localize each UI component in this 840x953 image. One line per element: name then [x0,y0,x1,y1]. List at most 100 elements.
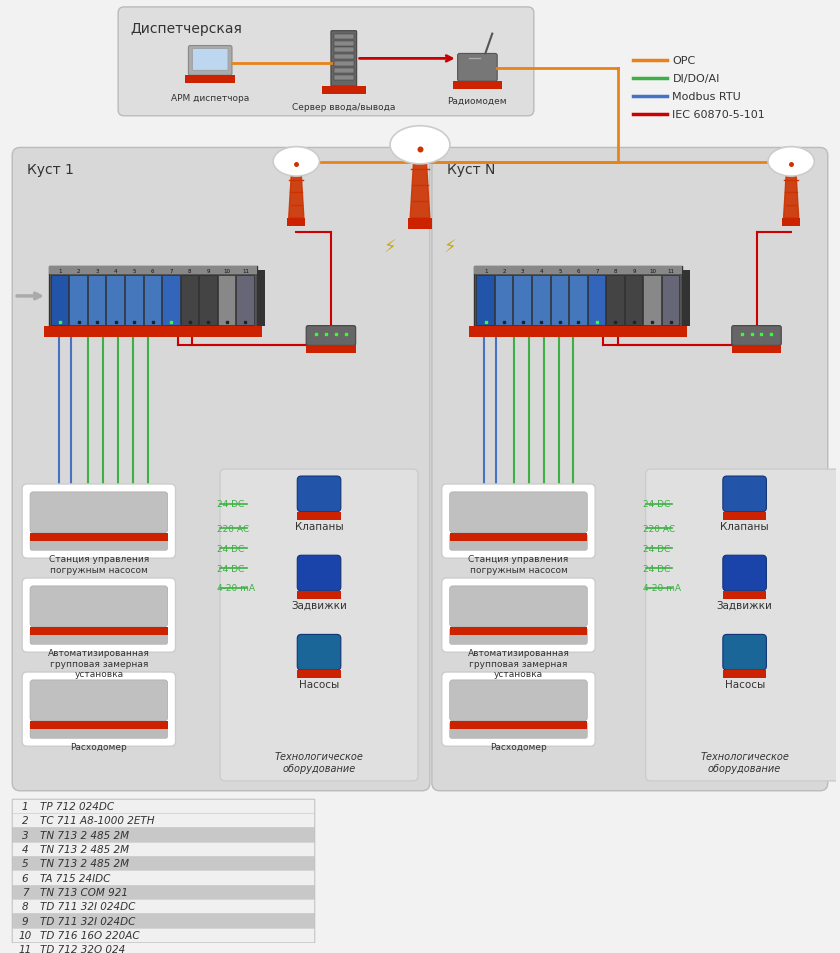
Text: TD 716 16O 220AC: TD 716 16O 220AC [40,930,139,940]
Bar [13,799,314,953]
Text: ⚡: ⚡ [444,238,456,256]
Bar [643,275,661,325]
Text: Автоматизированная
групповая замерная
установка: Автоматизированная групповая замерная ус… [48,649,150,679]
FancyBboxPatch shape [297,556,341,591]
Bar [322,87,365,95]
Bar [408,218,432,230]
Bar [662,275,680,325]
Bar [30,533,168,541]
Polygon shape [410,153,430,218]
Text: 6: 6 [576,269,580,274]
Text: 24 DC: 24 DC [217,499,244,509]
Bar [13,813,314,827]
Text: Задвижки: Задвижки [291,600,347,610]
Bar [199,275,217,325]
Bar [162,275,180,325]
Bar [13,885,314,900]
Polygon shape [289,168,304,218]
Bar [475,267,682,274]
Bar [51,275,68,325]
Text: TN 713 2 485 2M: TN 713 2 485 2M [40,830,129,840]
FancyBboxPatch shape [442,484,596,558]
Bar [333,49,354,53]
Bar [13,928,314,943]
Bar [297,670,341,679]
Text: 220 AC: 220 AC [217,524,249,534]
Text: 9: 9 [633,269,636,274]
Text: Куст N: Куст N [447,163,495,177]
FancyBboxPatch shape [30,535,168,551]
Bar [682,271,690,326]
Text: TD 711 32I 024DC: TD 711 32I 024DC [40,916,135,925]
Text: TN 713 2 485 2M: TN 713 2 485 2M [40,859,129,868]
FancyBboxPatch shape [30,680,168,721]
Bar [470,326,687,338]
Bar [513,275,531,325]
Bar [449,721,587,729]
Text: ⚡: ⚡ [384,238,396,256]
Text: TP 712 024DC: TP 712 024DC [40,801,114,811]
Text: 2: 2 [77,269,81,274]
Text: Диспетчерская: Диспетчерская [130,22,242,35]
Text: Modbus RTU: Modbus RTU [672,91,741,102]
Bar [453,82,502,90]
Bar [13,900,314,914]
FancyBboxPatch shape [188,47,232,76]
Text: 24 DC: 24 DC [217,544,244,553]
Bar [333,34,354,39]
FancyBboxPatch shape [646,470,840,781]
Bar [144,275,161,325]
FancyBboxPatch shape [22,672,176,746]
FancyBboxPatch shape [449,493,587,533]
Bar [236,275,254,325]
FancyBboxPatch shape [723,556,766,591]
Text: TD 711 32I 024DC: TD 711 32I 024DC [40,902,135,911]
Text: TC 711 A8-1000 2ETH: TC 711 A8-1000 2ETH [40,816,155,825]
Text: 5: 5 [133,269,136,274]
Text: TN 713 COM 921: TN 713 COM 921 [40,887,128,897]
Text: Расходомер: Расходомер [71,742,127,752]
Text: Куст 1: Куст 1 [27,163,74,177]
Bar [606,275,624,325]
Text: DI/DO/AI: DI/DO/AI [672,74,720,84]
Bar [257,271,265,326]
Text: 10: 10 [649,269,656,274]
Text: 11: 11 [668,269,675,274]
Bar [44,326,261,338]
FancyBboxPatch shape [220,470,418,781]
FancyBboxPatch shape [30,493,168,533]
Bar [449,533,587,541]
Text: АРМ диспетчора: АРМ диспетчора [171,94,249,103]
Text: 4: 4 [114,269,118,274]
Bar [297,591,341,599]
Text: Расходомер: Расходомер [490,742,547,752]
FancyBboxPatch shape [449,722,587,739]
FancyBboxPatch shape [22,578,176,653]
Text: 2: 2 [22,816,29,825]
Text: 6: 6 [151,269,155,274]
FancyBboxPatch shape [307,326,355,346]
Bar [333,76,354,81]
Text: 4-20 mA: 4-20 mA [643,584,680,593]
Bar [30,627,168,635]
Bar [307,346,355,354]
Text: 9: 9 [22,916,29,925]
Bar [723,591,766,599]
Bar [449,627,587,635]
FancyBboxPatch shape [723,635,766,670]
Ellipse shape [768,148,814,177]
Text: Технологическое
оборудование: Технологическое оборудование [701,752,789,773]
Text: 1: 1 [58,269,62,274]
Text: 10: 10 [18,930,32,940]
Bar [333,62,354,68]
FancyBboxPatch shape [732,326,781,346]
Bar [297,512,341,520]
Bar [782,218,801,227]
Text: 7: 7 [595,269,599,274]
Text: 220 AC: 220 AC [643,524,675,534]
Bar [13,799,314,813]
Text: Насосы: Насосы [725,679,764,689]
Bar [186,76,235,84]
Text: 3: 3 [22,830,29,840]
Bar [13,841,314,856]
